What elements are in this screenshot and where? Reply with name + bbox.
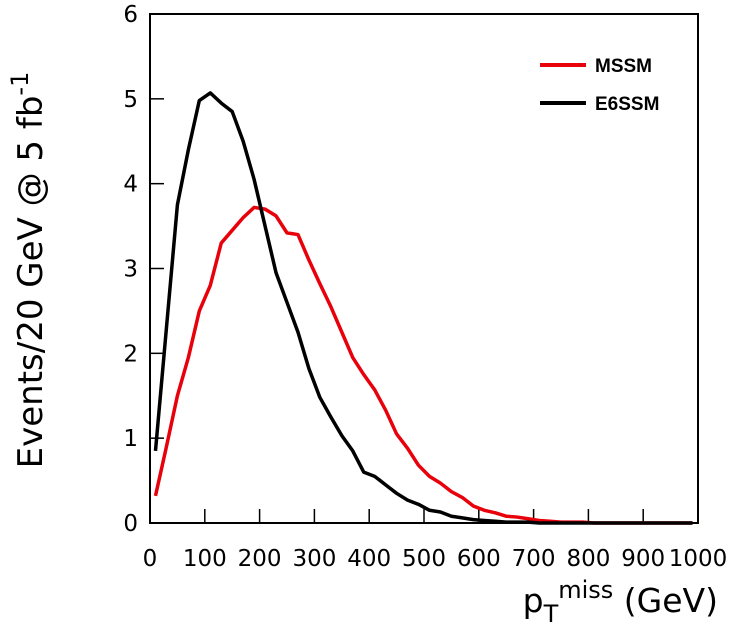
x-axis-label: pTmiss (GeV) (523, 576, 718, 628)
plot-frame (149, 13, 699, 524)
y-tick-label: 6 (123, 2, 138, 28)
y-tick-label: 1 (123, 426, 138, 452)
x-tick-label: 200 (238, 546, 282, 572)
y-tick-label: 4 (123, 172, 138, 198)
x-tick-label: 100 (183, 546, 227, 572)
x-tick-label: 300 (292, 546, 336, 572)
x-tick-label: 600 (457, 546, 501, 572)
series-line (153, 91, 693, 525)
legend-label: MSSM (595, 56, 652, 77)
x-tick-label: 500 (402, 546, 446, 572)
x-label-sup: miss (558, 576, 613, 604)
y-label-sup: -1 (6, 72, 34, 96)
y-tick-label: 0 (123, 511, 138, 537)
x-tick-label: 0 (143, 546, 158, 572)
x-tick-label: 700 (512, 546, 556, 572)
x-tick-label: 1000 (669, 546, 728, 572)
legend-label: E6SSM (595, 94, 659, 115)
x-tick-label: 900 (621, 546, 665, 572)
y-tick-label: 2 (123, 341, 138, 367)
y-axis-label: Events/20 GeV @ 5 fb-1 (6, 72, 51, 469)
x-label-sub: T (543, 600, 559, 628)
x-tick-label: 400 (347, 546, 391, 572)
y-tick-label: 3 (123, 257, 138, 283)
y-label-text: Events/20 GeV @ 5 fb (11, 96, 51, 469)
y-tick-label: 5 (123, 87, 138, 113)
x-label-unit: (GeV) (613, 581, 718, 620)
series-line (153, 205, 693, 525)
x-tick-label: 800 (566, 546, 610, 572)
x-label-base: p (523, 581, 544, 620)
